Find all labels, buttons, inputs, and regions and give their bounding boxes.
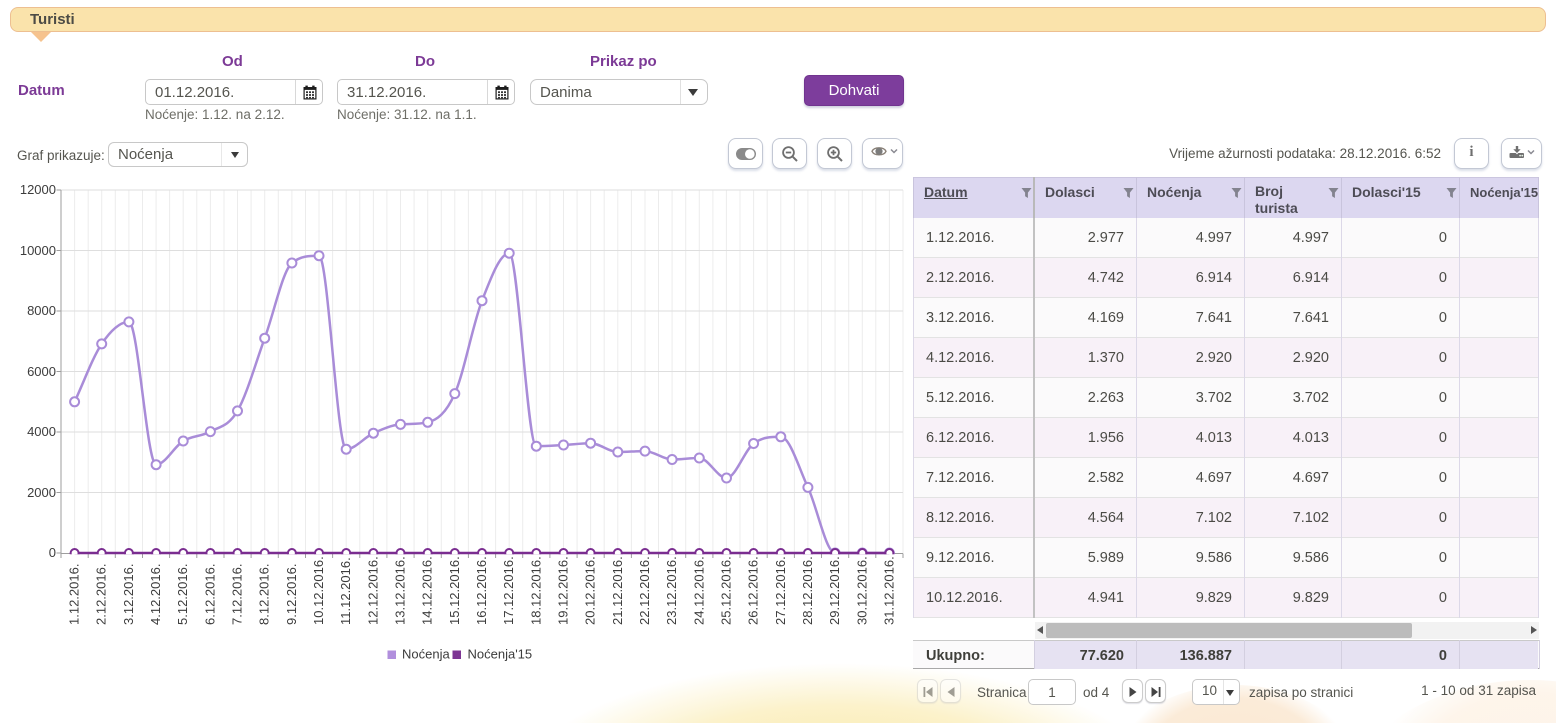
svg-text:8000: 8000 <box>27 303 56 318</box>
svg-text:3.12.2016.: 3.12.2016. <box>121 564 136 625</box>
svg-text:29.12.2016.: 29.12.2016. <box>827 556 842 625</box>
svg-text:12.12.2016.: 12.12.2016. <box>365 556 380 625</box>
svg-text:0: 0 <box>49 545 56 560</box>
svg-text:22.12.2016.: 22.12.2016. <box>637 556 652 625</box>
svg-text:Noćenja'15: Noćenja'15 <box>468 647 533 662</box>
svg-text:12000: 12000 <box>20 182 56 197</box>
svg-text:20.12.2016.: 20.12.2016. <box>583 556 598 625</box>
svg-text:13.12.2016.: 13.12.2016. <box>393 556 408 625</box>
svg-text:Noćenja: Noćenja <box>402 647 450 662</box>
svg-text:6000: 6000 <box>27 364 56 379</box>
svg-text:26.12.2016.: 26.12.2016. <box>746 556 761 625</box>
svg-text:9.12.2016.: 9.12.2016. <box>284 564 299 625</box>
svg-text:4000: 4000 <box>27 424 56 439</box>
svg-text:11.12.2016.: 11.12.2016. <box>338 557 353 625</box>
svg-text:25.12.2016.: 25.12.2016. <box>719 556 734 625</box>
svg-text:21.12.2016.: 21.12.2016. <box>610 556 625 625</box>
svg-text:30.12.2016.: 30.12.2016. <box>854 556 869 625</box>
svg-text:16.12.2016.: 16.12.2016. <box>474 556 489 625</box>
svg-text:8.12.2016.: 8.12.2016. <box>257 564 272 625</box>
svg-text:24.12.2016.: 24.12.2016. <box>691 556 706 625</box>
svg-text:28.12.2016.: 28.12.2016. <box>800 556 815 625</box>
svg-text:31.12.2016.: 31.12.2016. <box>881 556 896 625</box>
svg-text:5.12.2016.: 5.12.2016. <box>175 564 190 625</box>
svg-text:4.12.2016.: 4.12.2016. <box>148 564 163 625</box>
svg-text:2000: 2000 <box>27 485 56 500</box>
svg-text:6.12.2016.: 6.12.2016. <box>202 564 217 625</box>
svg-text:15.12.2016.: 15.12.2016. <box>447 556 462 625</box>
svg-text:10000: 10000 <box>20 243 56 258</box>
svg-text:27.12.2016.: 27.12.2016. <box>773 556 788 625</box>
svg-text:18.12.2016.: 18.12.2016. <box>528 556 543 625</box>
svg-text:10.12.2016.: 10.12.2016. <box>311 556 326 625</box>
svg-text:23.12.2016.: 23.12.2016. <box>664 556 679 625</box>
svg-text:1.12.2016.: 1.12.2016. <box>67 564 82 625</box>
svg-text:2.12.2016.: 2.12.2016. <box>94 564 109 625</box>
svg-text:19.12.2016.: 19.12.2016. <box>556 556 571 625</box>
svg-text:17.12.2016.: 17.12.2016. <box>501 556 516 625</box>
svg-text:7.12.2016.: 7.12.2016. <box>230 564 245 625</box>
svg-text:14.12.2016.: 14.12.2016. <box>420 556 435 625</box>
